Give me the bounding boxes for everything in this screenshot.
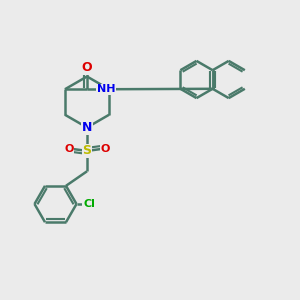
Text: NH: NH: [97, 84, 115, 94]
Text: Cl: Cl: [83, 199, 95, 209]
Text: S: S: [82, 144, 91, 158]
Text: O: O: [81, 61, 92, 74]
Text: O: O: [100, 143, 110, 154]
Text: O: O: [64, 143, 74, 154]
Text: N: N: [82, 121, 92, 134]
